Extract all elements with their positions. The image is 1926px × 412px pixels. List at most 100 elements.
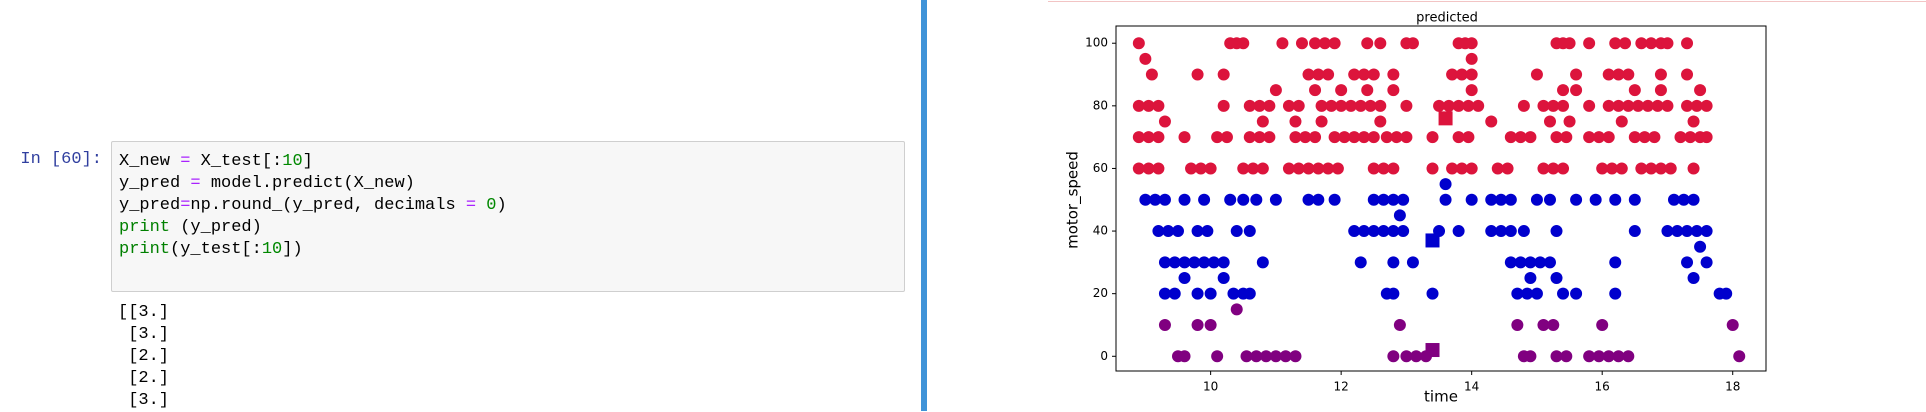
point — [1612, 99, 1625, 112]
point — [1263, 131, 1276, 144]
code-token: X_test[: — [190, 152, 283, 171]
point — [1377, 225, 1390, 238]
point — [1217, 272, 1230, 285]
code-token: y_pred — [119, 196, 181, 215]
point — [1315, 99, 1328, 112]
point — [1491, 162, 1504, 175]
point — [1661, 37, 1674, 50]
point — [1687, 272, 1700, 285]
point — [1152, 225, 1165, 238]
point — [1537, 318, 1550, 331]
point — [1256, 256, 1269, 269]
point — [1645, 162, 1658, 175]
point — [1465, 162, 1478, 175]
point — [1397, 193, 1410, 206]
point — [1243, 225, 1256, 238]
point — [1426, 131, 1439, 144]
point — [1217, 256, 1230, 269]
point — [1681, 256, 1694, 269]
point — [1700, 99, 1713, 112]
point — [1583, 37, 1596, 50]
point — [1592, 350, 1605, 363]
point — [1364, 99, 1377, 112]
point — [1158, 193, 1171, 206]
point — [1338, 131, 1351, 144]
point — [1227, 287, 1240, 300]
point — [1635, 162, 1648, 175]
point — [1681, 68, 1694, 81]
point — [1455, 68, 1468, 81]
point — [1302, 162, 1315, 175]
point — [1367, 68, 1380, 81]
point — [1504, 193, 1517, 206]
output-line: [3.] — [118, 391, 170, 410]
point — [1315, 115, 1328, 128]
point — [1220, 131, 1233, 144]
point — [1387, 68, 1400, 81]
code-token: X_new — [119, 152, 181, 171]
code-token: print — [119, 240, 171, 259]
code-line: y_pred=np.round_(y_pred, decimals = 0) — [119, 195, 507, 217]
point — [1462, 99, 1475, 112]
point — [1302, 68, 1315, 81]
point — [1602, 350, 1615, 363]
point — [1681, 99, 1694, 112]
point — [1524, 131, 1537, 144]
point — [1328, 193, 1341, 206]
point — [1654, 162, 1667, 175]
point — [1612, 350, 1625, 363]
point — [1387, 84, 1400, 97]
point — [1237, 193, 1250, 206]
point — [1452, 131, 1465, 144]
point — [1690, 225, 1703, 238]
point — [1393, 318, 1406, 331]
point — [1361, 37, 1374, 50]
point — [1700, 131, 1713, 144]
output-line: [2.] — [118, 369, 170, 388]
point — [1609, 37, 1622, 50]
point — [1260, 350, 1273, 363]
point — [1485, 193, 1498, 206]
point — [1318, 37, 1331, 50]
point — [1700, 256, 1713, 269]
point — [1547, 99, 1560, 112]
point — [1511, 287, 1524, 300]
point — [1534, 256, 1547, 269]
point — [1619, 37, 1632, 50]
point — [1312, 162, 1325, 175]
point — [1612, 68, 1625, 81]
point — [1269, 84, 1282, 97]
point — [1563, 37, 1576, 50]
point — [1550, 225, 1563, 238]
point — [1269, 193, 1282, 206]
point — [1194, 162, 1207, 175]
point — [1178, 193, 1191, 206]
point — [1331, 162, 1344, 175]
point — [1690, 99, 1703, 112]
point — [1171, 225, 1184, 238]
point — [1397, 225, 1410, 238]
point — [1367, 225, 1380, 238]
point — [1328, 37, 1341, 50]
point — [1393, 209, 1406, 222]
point — [1367, 131, 1380, 144]
point — [1602, 99, 1615, 112]
y-tick-label: 20 — [1093, 286, 1108, 300]
point — [1465, 193, 1478, 206]
code-cell[interactable]: X_new = X_test[:10] y_pred = model.predic… — [111, 141, 905, 292]
point — [1524, 272, 1537, 285]
point — [1400, 350, 1413, 363]
point — [1207, 256, 1220, 269]
point — [1667, 193, 1680, 206]
point — [1514, 131, 1527, 144]
point — [1289, 350, 1302, 363]
point — [1465, 52, 1478, 65]
point — [1312, 68, 1325, 81]
point — [1240, 350, 1253, 363]
point — [1237, 162, 1250, 175]
code-token: = — [180, 196, 191, 215]
point — [1328, 131, 1341, 144]
point — [1560, 350, 1573, 363]
point — [1563, 115, 1576, 128]
